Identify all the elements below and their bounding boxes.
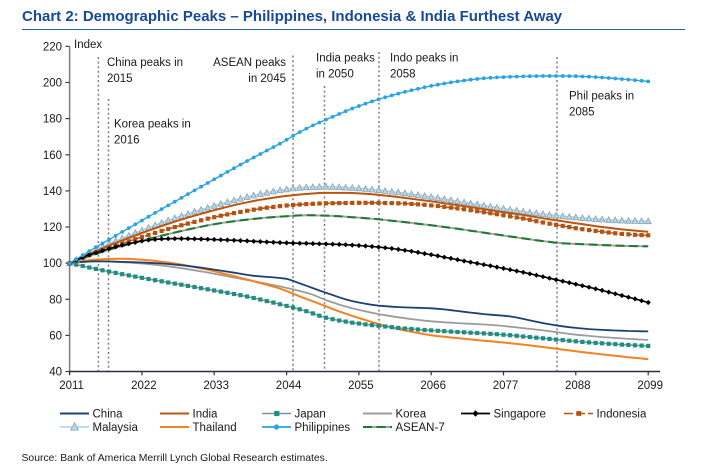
svg-text:2066: 2066 xyxy=(420,380,446,392)
svg-text:2099: 2099 xyxy=(637,380,663,392)
svg-text:Japan: Japan xyxy=(295,409,326,421)
svg-text:Thailand: Thailand xyxy=(193,422,237,434)
svg-text:2085: 2085 xyxy=(569,107,595,119)
svg-text:200: 200 xyxy=(43,78,62,90)
svg-text:China peaks in: China peaks in xyxy=(107,57,183,69)
svg-text:Philippines: Philippines xyxy=(295,422,351,434)
svg-text:China: China xyxy=(93,409,124,421)
svg-text:100: 100 xyxy=(43,258,62,270)
svg-text:in 2045: in 2045 xyxy=(248,73,286,85)
svg-text:2088: 2088 xyxy=(565,380,591,392)
svg-text:ASEAN-7: ASEAN-7 xyxy=(396,422,445,434)
svg-text:40: 40 xyxy=(49,367,62,379)
svg-text:Phil peaks in: Phil peaks in xyxy=(569,91,634,103)
svg-text:in 2050: in 2050 xyxy=(316,69,354,81)
svg-text:60: 60 xyxy=(49,330,62,342)
svg-text:Malaysia: Malaysia xyxy=(93,422,139,434)
svg-text:160: 160 xyxy=(43,150,62,162)
svg-text:2058: 2058 xyxy=(390,69,416,81)
svg-text:2044: 2044 xyxy=(276,380,302,392)
svg-text:Index: Index xyxy=(74,39,102,51)
svg-text:80: 80 xyxy=(49,294,62,306)
svg-text:Korea peaks in: Korea peaks in xyxy=(114,119,191,131)
svg-text:220: 220 xyxy=(43,41,62,53)
svg-text:2077: 2077 xyxy=(493,380,519,392)
svg-text:2055: 2055 xyxy=(348,380,374,392)
svg-text:India: India xyxy=(193,409,219,421)
svg-text:Indonesia: Indonesia xyxy=(597,409,647,421)
svg-text:180: 180 xyxy=(43,114,62,126)
svg-text:140: 140 xyxy=(43,186,62,198)
svg-text:Korea: Korea xyxy=(396,409,427,421)
svg-text:2015: 2015 xyxy=(107,73,133,85)
svg-text:2022: 2022 xyxy=(131,380,157,392)
svg-text:ASEAN peaks: ASEAN peaks xyxy=(213,57,286,69)
svg-text:Singapore: Singapore xyxy=(494,409,546,421)
svg-text:2011: 2011 xyxy=(59,380,84,392)
svg-text:Indo peaks in: Indo peaks in xyxy=(390,53,458,65)
svg-text:2016: 2016 xyxy=(114,135,140,147)
svg-text:India peaks: India peaks xyxy=(316,53,375,65)
svg-text:120: 120 xyxy=(43,222,62,234)
svg-text:2033: 2033 xyxy=(203,380,229,392)
